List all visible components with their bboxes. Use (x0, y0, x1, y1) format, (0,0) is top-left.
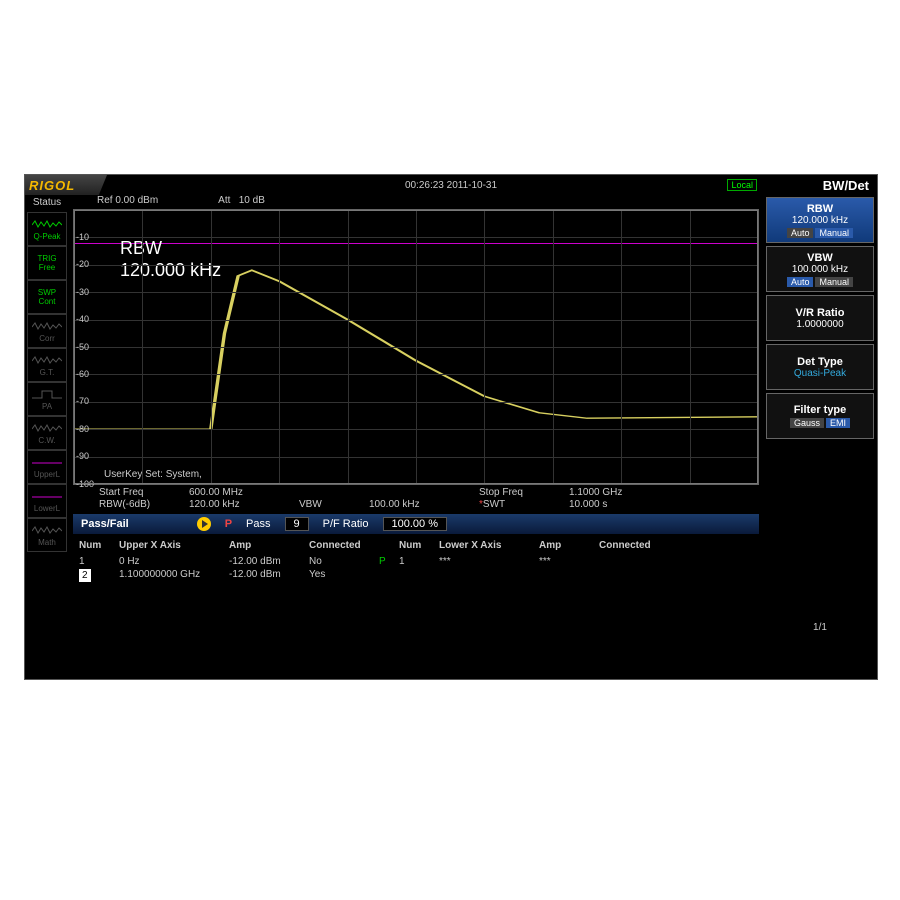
spectrum-plot: RBW 120.000 kHz UserKey Set: System, -10… (73, 209, 759, 485)
status-corr: Corr (27, 314, 67, 348)
table-row[interactable]: 21.100000000 GHz-12.00 dBmYes (69, 568, 763, 583)
annotation-value: 120.000 kHz (120, 260, 221, 281)
rbw-label: RBW(-6dB) (99, 499, 189, 510)
menu-pager: 1/1 (766, 622, 874, 633)
att-readout: Att 10 dB (218, 195, 265, 209)
vbw-softkey[interactable]: VBW 100.000 kHz AutoManual (766, 246, 874, 292)
status-cw: C.W. (27, 416, 67, 450)
status-pa: PA (27, 382, 67, 416)
status-header: Status (33, 197, 61, 208)
brand-logo: RIGOL (29, 178, 75, 193)
status-gt: G.T. (27, 348, 67, 382)
y-tick: -30 (76, 287, 89, 297)
vbw-label: VBW (299, 499, 369, 510)
pass-label: Pass (246, 518, 270, 530)
table-header: NumUpper X AxisAmpConnectedNumLower X Ax… (69, 536, 763, 555)
passfail-title: Pass/Fail (81, 518, 129, 530)
y-tick: -10 (76, 232, 89, 242)
y-tick: -100 (76, 479, 94, 489)
pf-ratio-label: P/F Ratio (323, 518, 369, 530)
swt-value: 10.000 s (569, 499, 649, 510)
start-freq-value: 600.00 MHz (189, 487, 299, 498)
vbw-value: 100.00 kHz (369, 499, 479, 510)
det-type-softkey[interactable]: Det Type Quasi-Peak (766, 344, 874, 390)
play-icon[interactable] (197, 517, 211, 531)
p-indicator: P (225, 518, 232, 530)
clock: 00:26:23 2011-10-31 (405, 180, 497, 191)
ref-readout: Ref 0.00 dBm (97, 195, 158, 209)
status-math: Math (27, 518, 67, 552)
pf-ratio-value: 100.00 % (383, 517, 447, 531)
start-freq-label: Start Freq (99, 487, 189, 498)
y-tick: -60 (76, 369, 89, 379)
menu-title: BW/Det (823, 178, 869, 193)
status-lowerl: LowerL (27, 484, 67, 518)
filter-type-softkey[interactable]: Filter type GaussEMI (766, 393, 874, 439)
y-tick: -90 (76, 451, 89, 461)
y-tick: -40 (76, 314, 89, 324)
y-tick: -80 (76, 424, 89, 434)
vr-ratio-softkey[interactable]: V/R Ratio 1.0000000 (766, 295, 874, 341)
status-qpeak: Q-Peak (27, 212, 67, 246)
status-trig: TRIGFree (27, 246, 67, 280)
stop-freq-label: Stop Freq (479, 487, 569, 498)
stop-freq-value: 1.1000 GHz (569, 487, 649, 498)
local-badge: Local (727, 179, 757, 191)
rbw-value: 120.00 kHz (189, 499, 299, 510)
status-sidebar: Status Q-PeakTRIGFreeSWPContCorrG.T.PAC.… (25, 195, 69, 635)
status-upperl: UpperL (27, 450, 67, 484)
softkey-menu: RBW 120.000 kHz AutoManual VBW 100.000 k… (763, 195, 877, 635)
y-tick: -50 (76, 342, 89, 352)
userkey-text: UserKey Set: System, (104, 469, 202, 480)
swt-label: *SWT (479, 499, 569, 510)
status-swp: SWPCont (27, 280, 67, 314)
pass-count: 9 (285, 517, 309, 531)
annotation-title: RBW (120, 238, 162, 259)
y-tick: -20 (76, 259, 89, 269)
y-tick: -70 (76, 396, 89, 406)
rbw-softkey[interactable]: RBW 120.000 kHz AutoManual (766, 197, 874, 243)
passfail-bar: Pass/Fail P Pass 9 P/F Ratio 100.00 % (73, 514, 759, 534)
table-row[interactable]: 10 Hz-12.00 dBmNoP1****** (69, 555, 763, 568)
